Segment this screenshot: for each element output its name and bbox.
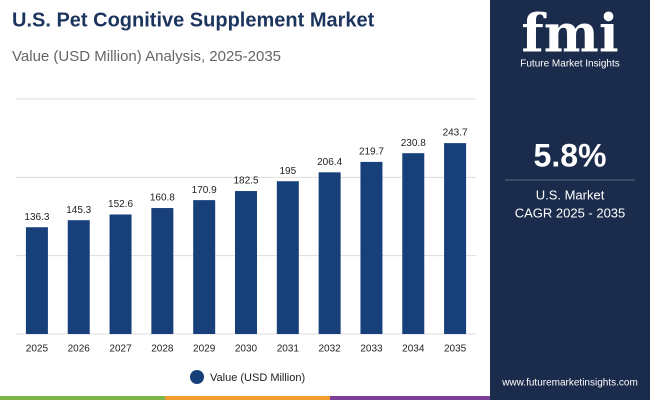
logo: fmi	[521, 4, 618, 65]
chart-subtitle: Value (USD Million) Analysis, 2025-2035	[12, 48, 281, 65]
strip	[330, 396, 490, 400]
legend-marker	[190, 370, 204, 384]
strip	[0, 396, 165, 400]
data-label: 182.5	[233, 176, 258, 187]
cagr-period: CAGR 2025 - 2035	[515, 205, 626, 220]
data-label: 152.6	[108, 199, 133, 210]
data-label: 160.8	[150, 193, 175, 204]
x-tick-label: 2035	[444, 344, 467, 355]
x-tick-label: 2025	[26, 344, 49, 355]
side-panel	[490, 0, 650, 400]
bar	[193, 200, 216, 334]
bar	[402, 153, 425, 334]
legend-label: Value (USD Million)	[210, 372, 305, 384]
strip	[165, 396, 330, 400]
x-tick-label: 2030	[235, 344, 258, 355]
x-tick-label: 2033	[360, 344, 383, 355]
bar	[360, 161, 383, 334]
website: www.futuremarketinsights.com	[501, 378, 638, 389]
data-label: 230.8	[401, 138, 426, 149]
x-tick-label: 2029	[193, 344, 216, 355]
bar	[444, 143, 467, 334]
data-label: 136.3	[24, 212, 49, 223]
data-label: 206.4	[317, 157, 342, 168]
data-label: 145.3	[66, 205, 91, 216]
market-label: U.S. Market	[536, 187, 605, 202]
bar	[25, 227, 48, 334]
bar	[235, 191, 257, 334]
x-tick-label: 2034	[402, 344, 425, 355]
x-tick-label: 2028	[151, 344, 174, 355]
bar	[276, 181, 299, 334]
data-label: 219.7	[359, 147, 384, 158]
brand: Future Market Insights	[520, 59, 619, 70]
bar	[151, 208, 174, 334]
x-tick-label: 2031	[277, 344, 300, 355]
bar	[67, 220, 90, 334]
cagr-value: 5.8%	[534, 137, 607, 173]
x-tick-label: 2026	[68, 344, 91, 355]
data-label: 243.7	[443, 128, 468, 139]
data-label: 195	[279, 166, 296, 177]
chart-title: U.S. Pet Cognitive Supplement Market	[12, 9, 375, 31]
strip	[490, 396, 650, 400]
bar	[318, 172, 341, 334]
bar	[109, 214, 132, 334]
data-label: 170.9	[192, 185, 217, 196]
x-tick-label: 2032	[319, 344, 342, 355]
x-tick-label: 2027	[109, 344, 132, 355]
